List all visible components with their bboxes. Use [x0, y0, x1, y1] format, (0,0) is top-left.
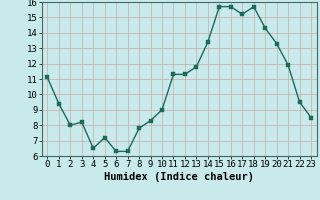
X-axis label: Humidex (Indice chaleur): Humidex (Indice chaleur): [104, 172, 254, 182]
